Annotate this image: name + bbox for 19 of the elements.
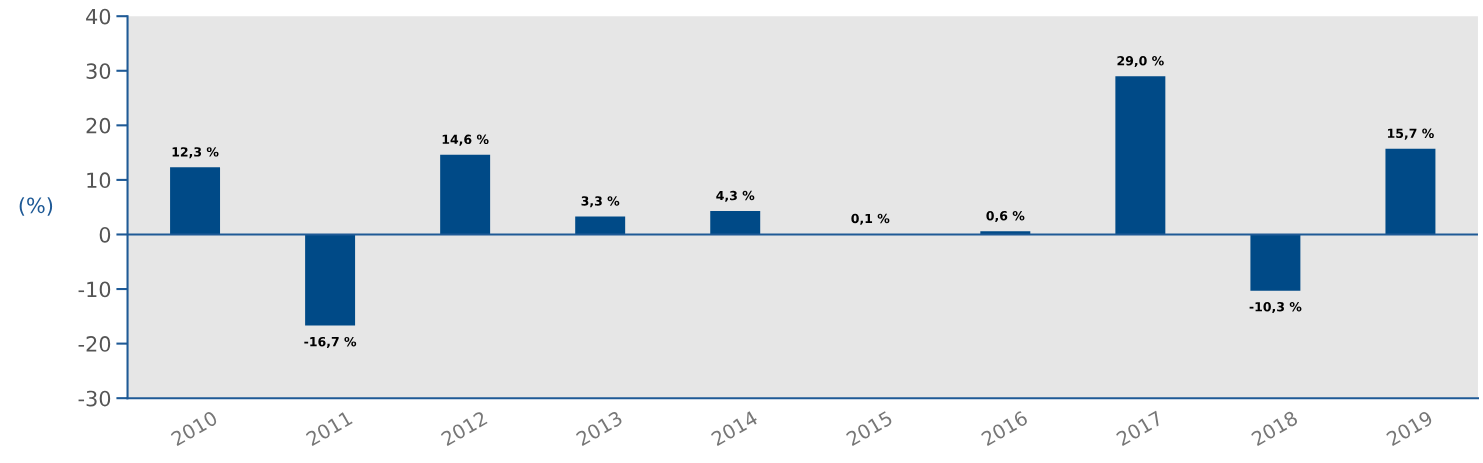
y-tick-label: 30: [86, 63, 111, 79]
data-label: 0,1 %: [851, 213, 890, 225]
data-label: -16,7 %: [304, 336, 357, 348]
y-tick-label: -10: [78, 281, 111, 298]
data-label: 0,6 %: [986, 210, 1025, 223]
data-label: 29,0 %: [1117, 56, 1164, 68]
y-tick-label: 0: [99, 226, 111, 243]
y-tick-label: 40: [86, 8, 111, 25]
y-axis-title: (%): [19, 197, 53, 216]
y-tick-label: -30: [78, 390, 111, 407]
data-label: 14,6 %: [442, 134, 489, 146]
data-label: 12,3 %: [172, 147, 219, 159]
data-label: -10,3 %: [1249, 302, 1302, 314]
data-label: 3,3 %: [581, 196, 620, 208]
data-label: 15,7 %: [1387, 128, 1434, 140]
y-tick-label: 20: [86, 117, 111, 134]
y-tick-label: 10: [87, 172, 111, 189]
y-tick-label: -20: [78, 336, 111, 352]
data-label: 4,3 %: [716, 190, 755, 202]
